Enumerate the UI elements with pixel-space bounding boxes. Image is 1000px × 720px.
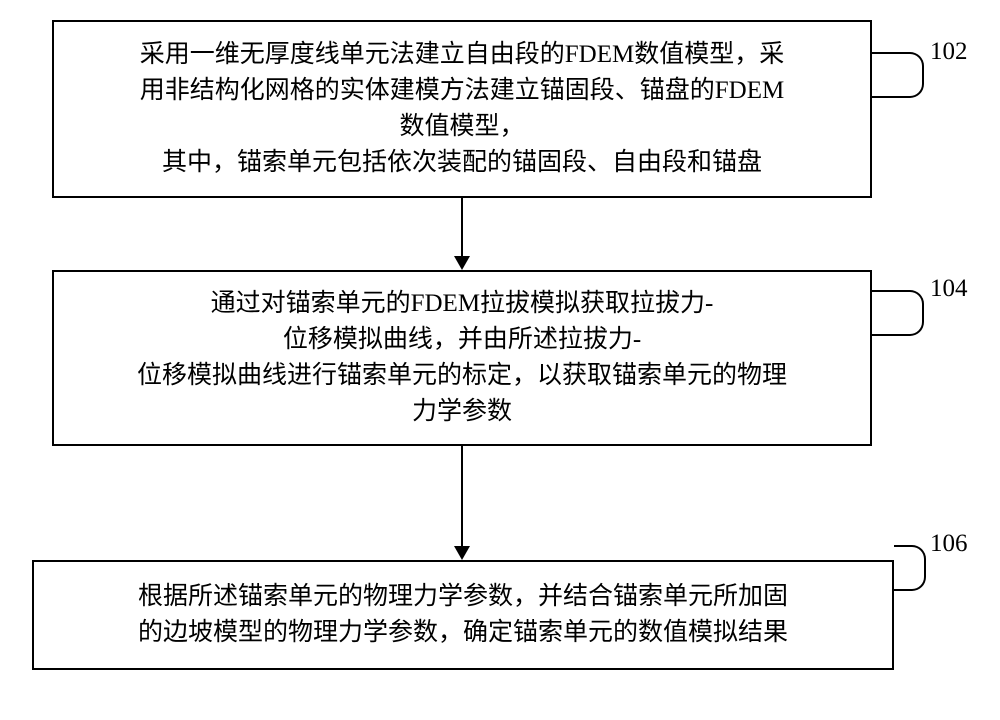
label-connector-104 — [872, 290, 924, 336]
arrow-2-line — [461, 446, 463, 546]
arrow-1-head-icon — [454, 256, 470, 270]
flowchart-container: 采用一维无厚度线单元法建立自由段的FDEM数值模型，采 用非结构化网格的实体建模… — [0, 0, 1000, 720]
flow-step-102: 采用一维无厚度线单元法建立自由段的FDEM数值模型，采 用非结构化网格的实体建模… — [52, 20, 872, 198]
flow-step-102-text: 采用一维无厚度线单元法建立自由段的FDEM数值模型，采 用非结构化网格的实体建模… — [140, 37, 784, 182]
flow-step-104: 通过对锚索单元的FDEM拉拔模拟获取拉拔力- 位移模拟曲线，并由所述拉拔力- 位… — [52, 270, 872, 446]
label-connector-106 — [894, 545, 926, 591]
step-label-106: 106 — [930, 530, 968, 558]
flow-step-104-text: 通过对锚索单元的FDEM拉拔模拟获取拉拔力- 位移模拟曲线，并由所述拉拔力- 位… — [137, 286, 787, 431]
label-connector-102 — [872, 52, 924, 98]
arrow-1-line — [461, 198, 463, 256]
flow-step-106-text: 根据所述锚索单元的物理力学参数，并结合锚索单元所加固 的边坡模型的物理力学参数，… — [138, 579, 788, 652]
step-label-104: 104 — [930, 275, 968, 303]
flow-step-106: 根据所述锚索单元的物理力学参数，并结合锚索单元所加固 的边坡模型的物理力学参数，… — [32, 560, 894, 670]
step-label-102: 102 — [930, 38, 968, 66]
arrow-2-head-icon — [454, 546, 470, 560]
